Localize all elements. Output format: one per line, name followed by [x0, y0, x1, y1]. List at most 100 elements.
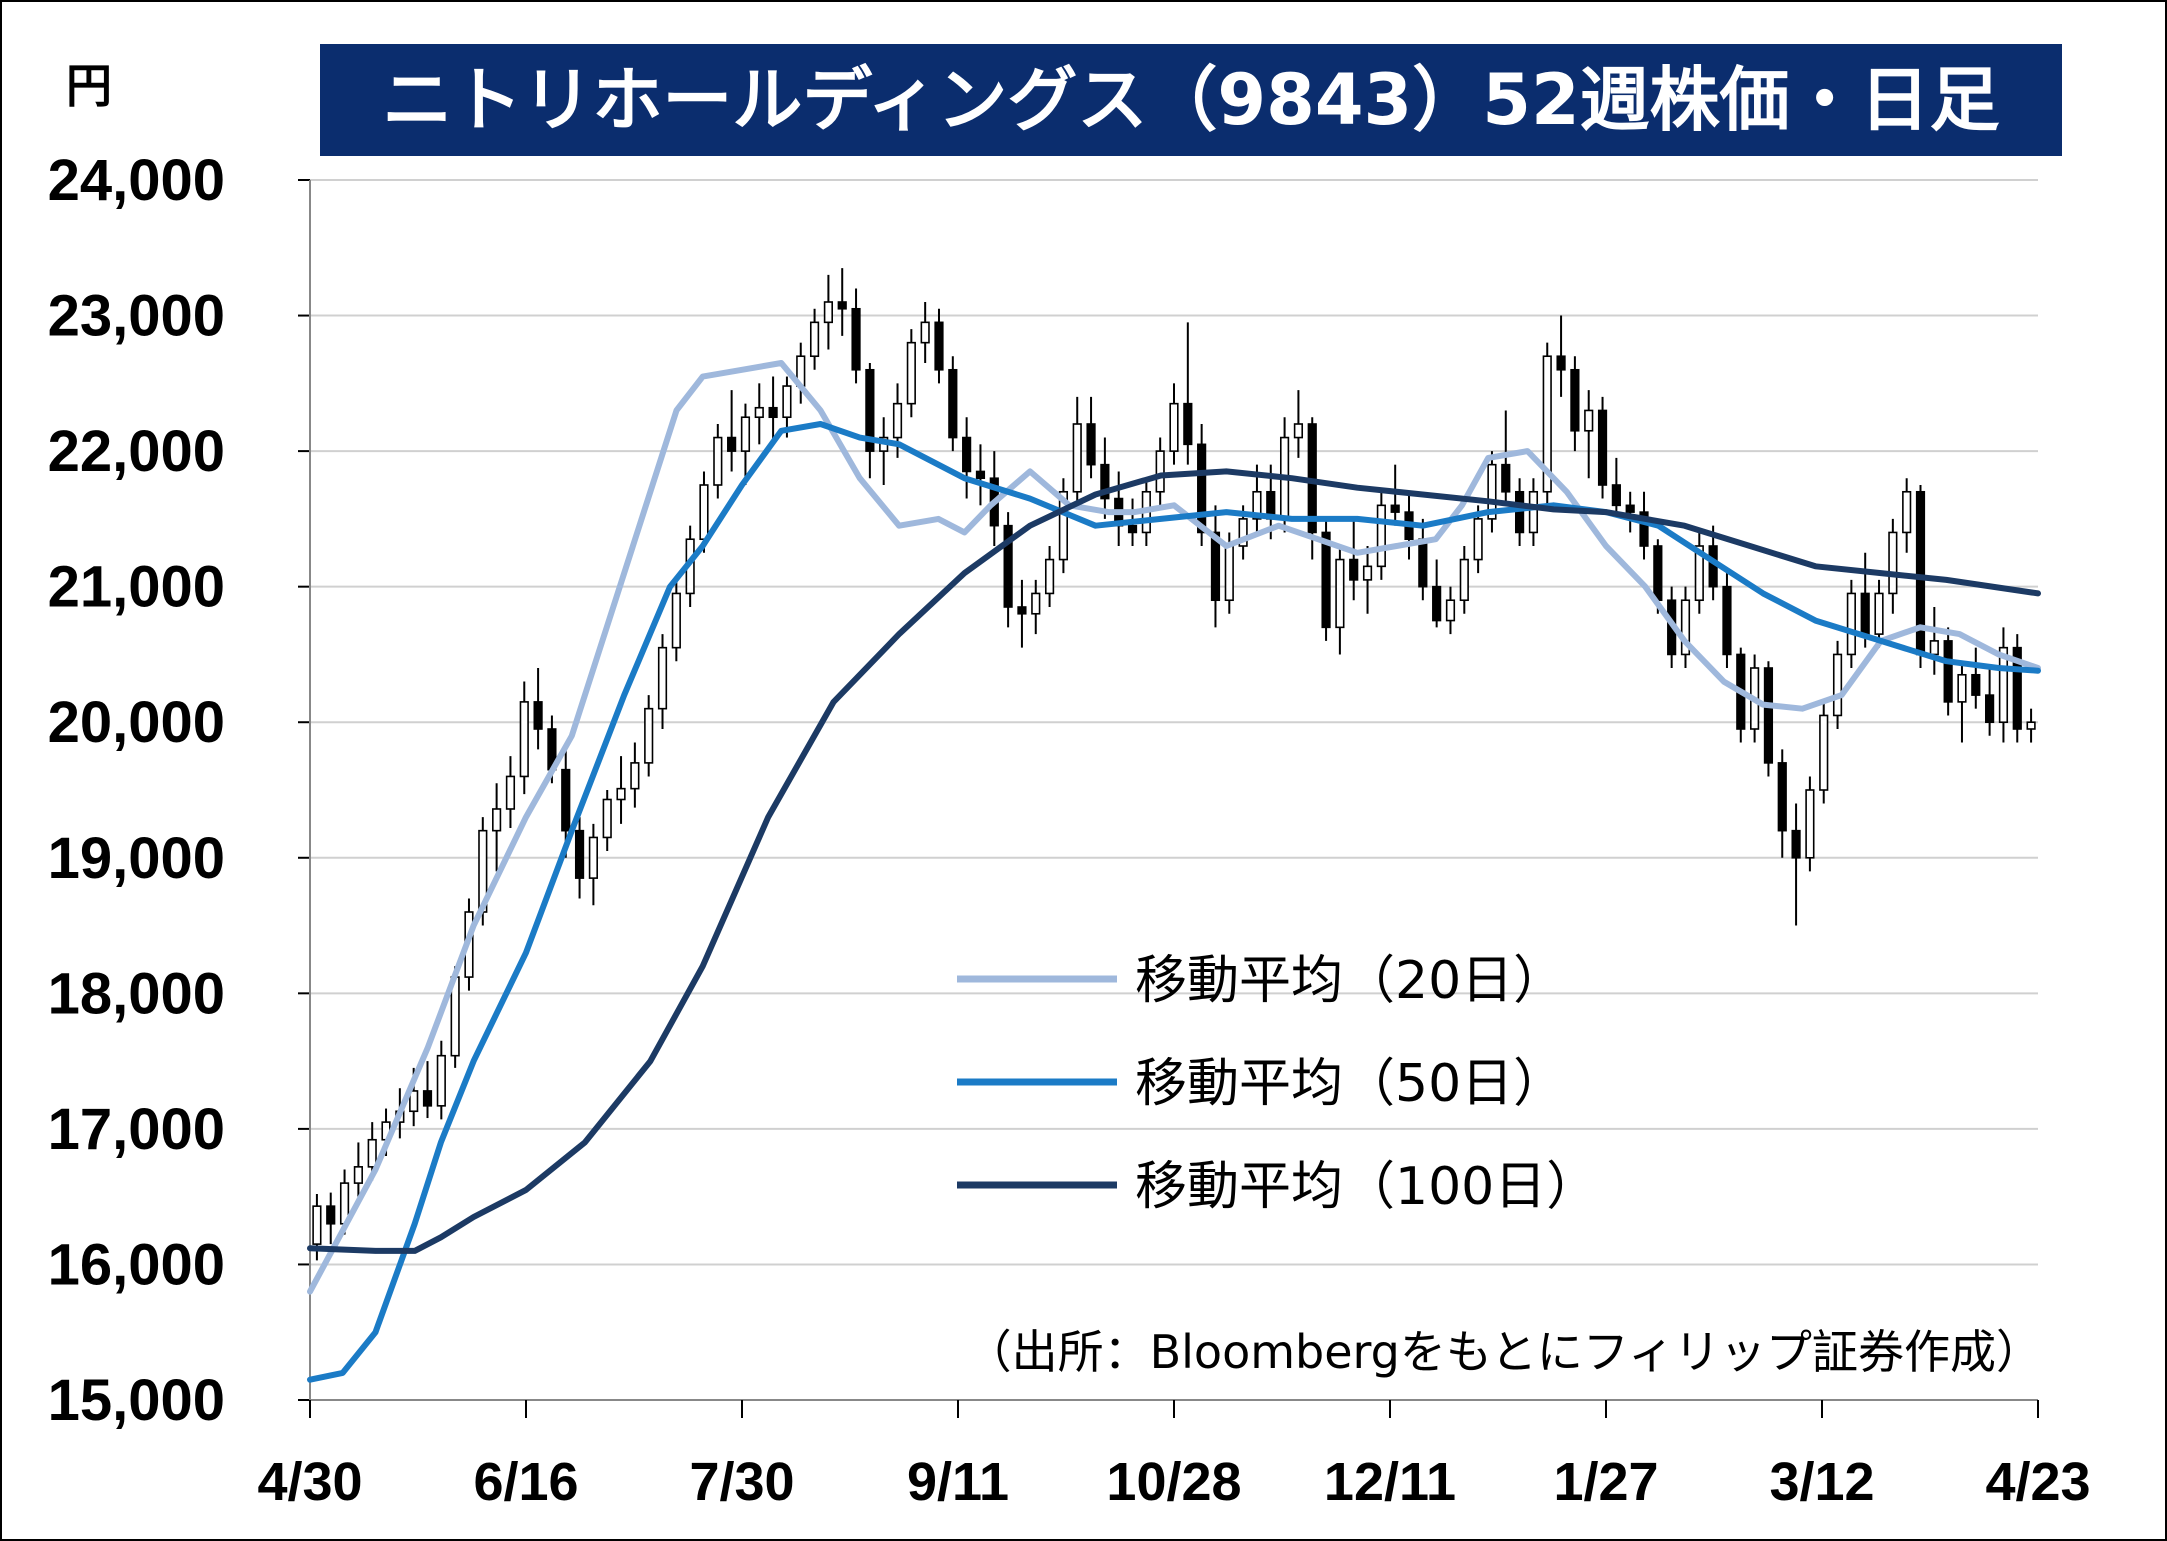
y-tick-label: 20,000 [48, 690, 225, 755]
candle-body [1473, 518, 1483, 561]
candle-body [1902, 490, 1912, 534]
candle-body [962, 436, 972, 473]
candle-body [1432, 585, 1442, 622]
candle-body [671, 592, 681, 649]
candle-body [1542, 355, 1552, 493]
candle-body [1680, 599, 1691, 656]
x-tick-label: 3/12 [1769, 1452, 1874, 1512]
candle-body [906, 341, 916, 405]
candle-body [436, 1054, 446, 1107]
candle-body [1722, 585, 1732, 656]
legend-label-ma100: 移動平均（100日） [1135, 1157, 1598, 1217]
candle-body [809, 321, 820, 358]
candle-body [1888, 531, 1898, 595]
candle-body [1445, 599, 1456, 622]
candle-body [1860, 592, 1870, 635]
candle-body [1321, 531, 1331, 629]
candle-body [1791, 829, 1801, 859]
y-tick-label: 19,000 [48, 826, 225, 891]
candle-body [1100, 463, 1110, 500]
candle-body [353, 1166, 363, 1184]
y-tick-label: 21,000 [48, 555, 225, 620]
y-tick-label: 23,000 [48, 284, 225, 349]
candle-body [1653, 545, 1663, 602]
candle-body [1293, 423, 1304, 439]
x-tick-label: 1/27 [1553, 1452, 1658, 1512]
candle-body [657, 646, 668, 710]
candle-body [2026, 721, 2036, 730]
candle-body [326, 1205, 336, 1225]
candle-body [574, 829, 585, 879]
candle-body [837, 301, 847, 310]
source-note: （出所：Bloombergをもとにフィリップ証券作成） [966, 1325, 2042, 1379]
candle-body [1943, 640, 1953, 703]
candle-body [1155, 450, 1165, 493]
candle-body [1197, 443, 1207, 534]
candle-body [1763, 667, 1774, 764]
candle-body [727, 436, 737, 452]
candle-body [1017, 606, 1027, 615]
candle-body [699, 484, 709, 541]
candle-body [1390, 504, 1400, 513]
ma20-line [307, 360, 2041, 1295]
x-tick-label: 9/11 [907, 1452, 1009, 1512]
candle-body [934, 321, 944, 371]
candle-body [1376, 504, 1386, 568]
candle-body [823, 301, 834, 324]
candle-body [1169, 402, 1179, 452]
candle-body [1031, 592, 1041, 615]
candle-body [1819, 714, 1829, 791]
candle-body [1127, 524, 1138, 534]
candle-body [865, 368, 875, 452]
candle-body [1349, 558, 1359, 581]
candle-body [1611, 484, 1621, 507]
candle-body [519, 701, 529, 778]
legend-label-ma20: 移動平均（20日） [1135, 951, 1565, 1011]
title-band [320, 44, 2062, 156]
candle-body [1418, 538, 1428, 588]
candle-body [1971, 673, 1981, 696]
candle-body [1570, 368, 1580, 432]
candle-body [892, 402, 903, 439]
candle-body [1777, 762, 1787, 832]
candle-body [1335, 558, 1345, 629]
candle-body [2012, 646, 2022, 730]
x-tick-label: 6/16 [473, 1452, 578, 1512]
legend: 移動平均（20日） 移動平均（50日） 移動平均（100日） [957, 951, 1598, 1217]
candle-body [630, 762, 640, 790]
candle-body [602, 798, 612, 839]
y-tick-label: 16,000 [48, 1232, 225, 1297]
candle-body [768, 406, 778, 419]
candle-body [1252, 490, 1262, 520]
candle-body [1238, 518, 1248, 547]
candle-body [1459, 558, 1469, 602]
candle-body [1072, 423, 1082, 493]
y-tick-label: 15,000 [48, 1368, 225, 1433]
grid-lines [310, 179, 2038, 1266]
ma100-line [307, 468, 2041, 1254]
chart-title: ニトリホールディングス（9843）52週株価・日足 [382, 59, 2000, 141]
ma50-line [307, 421, 2041, 1383]
y-tick-label: 17,000 [48, 1097, 225, 1162]
candle-body [1846, 592, 1856, 656]
candle-body [1362, 565, 1373, 581]
candle-body [312, 1205, 322, 1245]
candle-body [1639, 511, 1649, 547]
candle-body [1058, 490, 1069, 561]
candle-body [1044, 558, 1055, 595]
candle-body [367, 1138, 377, 1168]
candle-body [782, 385, 792, 419]
candle-body [1003, 524, 1013, 608]
candle-body [492, 808, 502, 832]
candle-body [1487, 463, 1497, 520]
candle-body [851, 307, 861, 371]
candle-body [505, 775, 516, 810]
candle-body [1597, 409, 1608, 486]
candle-body [1805, 789, 1815, 859]
x-tick-label: 4/30 [257, 1452, 362, 1512]
legend-label-ma50: 移動平均（50日） [1135, 1054, 1565, 1114]
candle-body [1998, 646, 2009, 724]
candle-body [1086, 423, 1096, 466]
